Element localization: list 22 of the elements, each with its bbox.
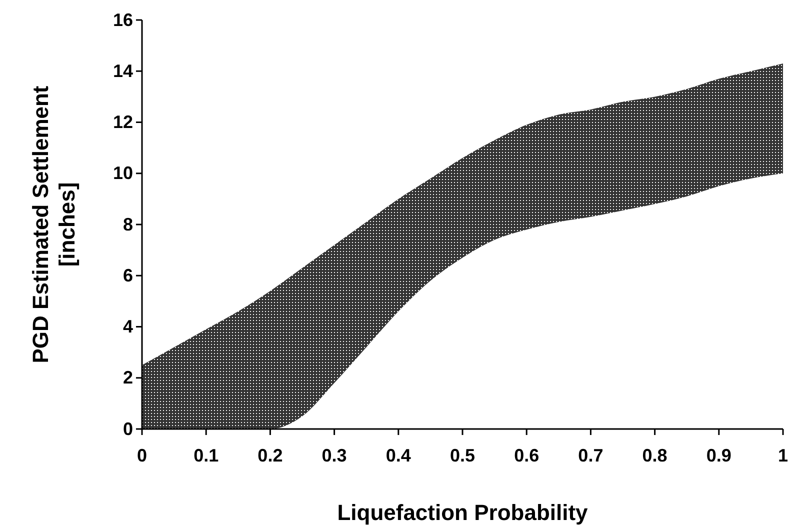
x-tick-label: 0.1 xyxy=(194,445,219,466)
y-tick-label: 14 xyxy=(112,60,133,81)
x-tick-label: 0.7 xyxy=(578,445,604,466)
x-tick-label: 0.4 xyxy=(386,445,411,466)
x-tick-label: 0.3 xyxy=(322,445,347,466)
x-tick-label: 0.9 xyxy=(706,445,732,466)
y-tick-label: 0 xyxy=(122,418,133,439)
y-tick-label: 10 xyxy=(112,163,133,184)
y-tick-label: 12 xyxy=(112,112,133,132)
y-tick-label: 16 xyxy=(112,10,133,30)
y-tick-label: 8 xyxy=(122,214,133,234)
y-axis-title: PGD Estimated Settlement [inches] xyxy=(28,85,80,364)
y-tick-label: 6 xyxy=(122,265,133,286)
y-tick-label: 2 xyxy=(122,368,133,388)
x-tick-label: 0.6 xyxy=(514,445,540,466)
x-tick-label: 0.8 xyxy=(642,445,668,466)
x-tick-label: 0 xyxy=(136,445,148,466)
y-tick-label: 4 xyxy=(122,316,133,337)
x-tick-label: 0.2 xyxy=(258,445,283,466)
x-tick-label: 0.5 xyxy=(450,445,476,466)
x-tick-label: 1 xyxy=(778,445,788,466)
x-axis-title: Liquefaction Probability xyxy=(337,500,589,525)
